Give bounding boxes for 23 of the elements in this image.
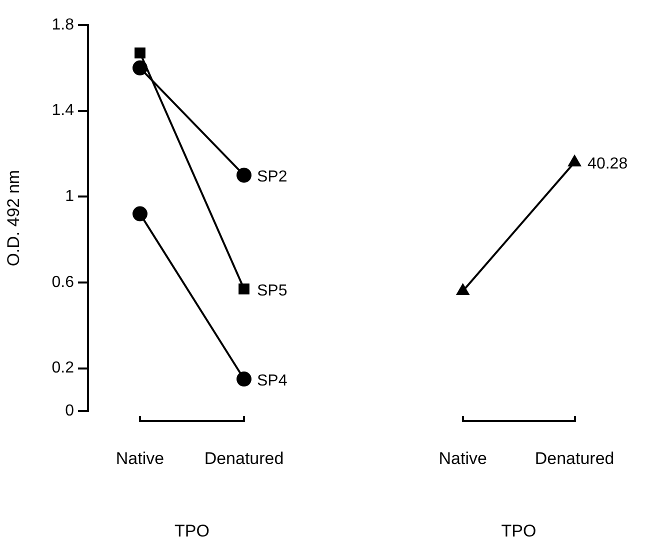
y-tick-label: 0.6 bbox=[52, 274, 74, 291]
y-tick-label: 1.8 bbox=[52, 16, 74, 34]
series-label: SP2 bbox=[257, 168, 288, 186]
point bbox=[238, 283, 250, 294]
series-label: SP5 bbox=[257, 282, 288, 300]
point bbox=[236, 372, 252, 387]
point bbox=[132, 60, 148, 76]
y-axis-title: O.D. 492 nm bbox=[4, 170, 23, 266]
x-tick-label: Native bbox=[116, 449, 164, 468]
point bbox=[236, 168, 252, 183]
x-axis-title: TPO bbox=[174, 521, 210, 540]
y-tick-label: 1 bbox=[65, 188, 74, 206]
x-tick-label: Native bbox=[438, 449, 487, 468]
point bbox=[132, 206, 148, 222]
point bbox=[134, 47, 146, 58]
series-label: 40.28 bbox=[588, 156, 628, 173]
y-tick-label: 1.4 bbox=[52, 102, 74, 120]
x-axis-title: TPO bbox=[501, 521, 536, 540]
x-tick-label: Denatured bbox=[204, 449, 284, 468]
y-tick-label: 0.2 bbox=[52, 360, 74, 377]
y-tick-label: 0 bbox=[65, 402, 74, 420]
x-tick-label: Denatured bbox=[534, 449, 614, 468]
series-label: SP4 bbox=[257, 372, 288, 390]
